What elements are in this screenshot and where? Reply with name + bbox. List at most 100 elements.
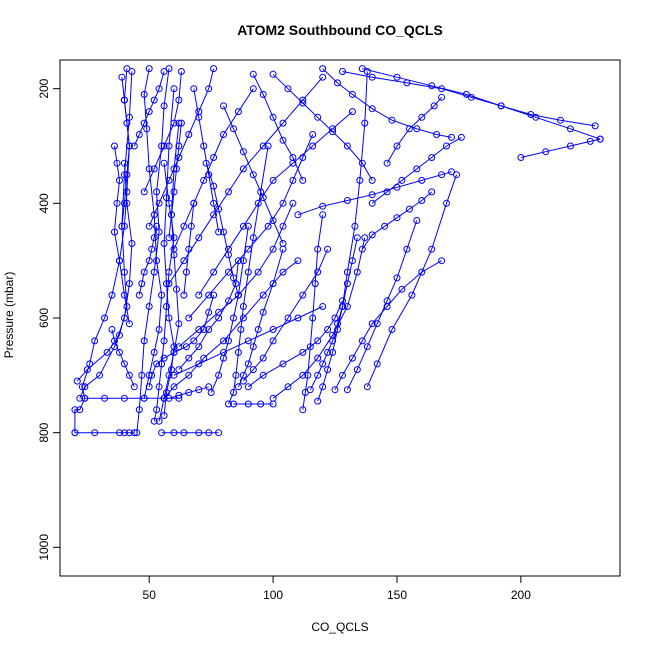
data-point [433,131,441,138]
x-axis-label: CO_QCLS [311,620,368,634]
data-point [269,176,277,184]
data-point [160,102,168,110]
data-point [428,82,436,90]
data-point [140,268,148,276]
data-point [185,389,193,396]
data-point [388,326,396,333]
data-point [353,366,361,374]
data-point [259,354,267,362]
series-line [366,174,457,387]
data-point [76,406,84,414]
data-point [205,291,213,299]
data-point [81,394,89,402]
data-point [76,394,84,402]
data-point [101,314,109,322]
data-point [413,165,421,173]
data-point [353,268,361,276]
data-point [279,240,287,247]
data-point [264,142,272,150]
data-point [239,303,247,310]
data-point [150,211,158,219]
data-point [388,116,396,124]
data-point [405,125,413,133]
data-point [165,371,173,379]
data-point [383,297,391,305]
data-point [153,406,161,414]
data-point [140,119,148,127]
data-point [343,303,351,310]
data-point [108,326,116,333]
y-tick-label: 200 [37,78,51,98]
series-line [143,68,163,399]
data-point [71,429,79,437]
data-point [438,257,446,265]
data-point [140,394,148,402]
data-point [140,188,148,196]
data-point [165,176,173,184]
data-point [182,268,190,276]
data-point [331,386,339,394]
data-point [118,222,126,230]
data-point [155,417,163,425]
data-point [120,291,128,299]
data-point [195,386,203,394]
data-point [200,142,208,150]
data-point [165,142,173,150]
data-point [269,113,277,121]
data-point [160,159,168,167]
data-point [170,234,178,242]
data-point [249,85,257,93]
data-point [361,119,369,127]
data-point [130,383,138,391]
y-tick-label: 1000 [37,534,51,561]
data-point [239,314,247,322]
data-point [148,245,156,253]
data-point [140,90,148,98]
data-point [279,268,287,276]
data-point [120,199,128,207]
data-point [244,360,252,368]
data-point [348,90,356,98]
data-point [130,142,138,150]
data-point [195,291,203,299]
data-point [405,205,413,213]
data-point [284,383,292,391]
data-point [230,389,237,396]
data-point [343,142,351,150]
data-point [220,102,227,110]
data-point [430,102,438,110]
data-point [91,337,99,345]
data-point [170,188,178,196]
series-line [183,203,195,296]
data-point [145,257,153,265]
data-point [329,337,337,345]
data-point [177,119,185,127]
data-point [368,191,376,199]
data-point [309,142,317,150]
data-point [319,211,327,219]
data-point [118,73,126,81]
data-point [210,211,218,219]
data-point [418,197,426,204]
data-point [230,125,237,133]
data-point [123,65,131,73]
data-point [314,113,322,121]
data-point [116,176,123,184]
data-point [438,93,446,101]
data-point [71,406,79,414]
data-point [239,148,247,156]
data-point [207,389,215,396]
data-point [294,314,302,322]
data-point [120,360,128,368]
data-point [408,291,416,299]
data-point [145,222,153,230]
data-point [381,222,389,230]
data-point [393,73,401,81]
data-point [150,234,158,242]
data-point [83,366,91,374]
data-point [113,159,121,167]
series-line [205,163,239,296]
series-line [272,237,366,399]
series-line [133,71,165,147]
data-point [125,371,133,379]
